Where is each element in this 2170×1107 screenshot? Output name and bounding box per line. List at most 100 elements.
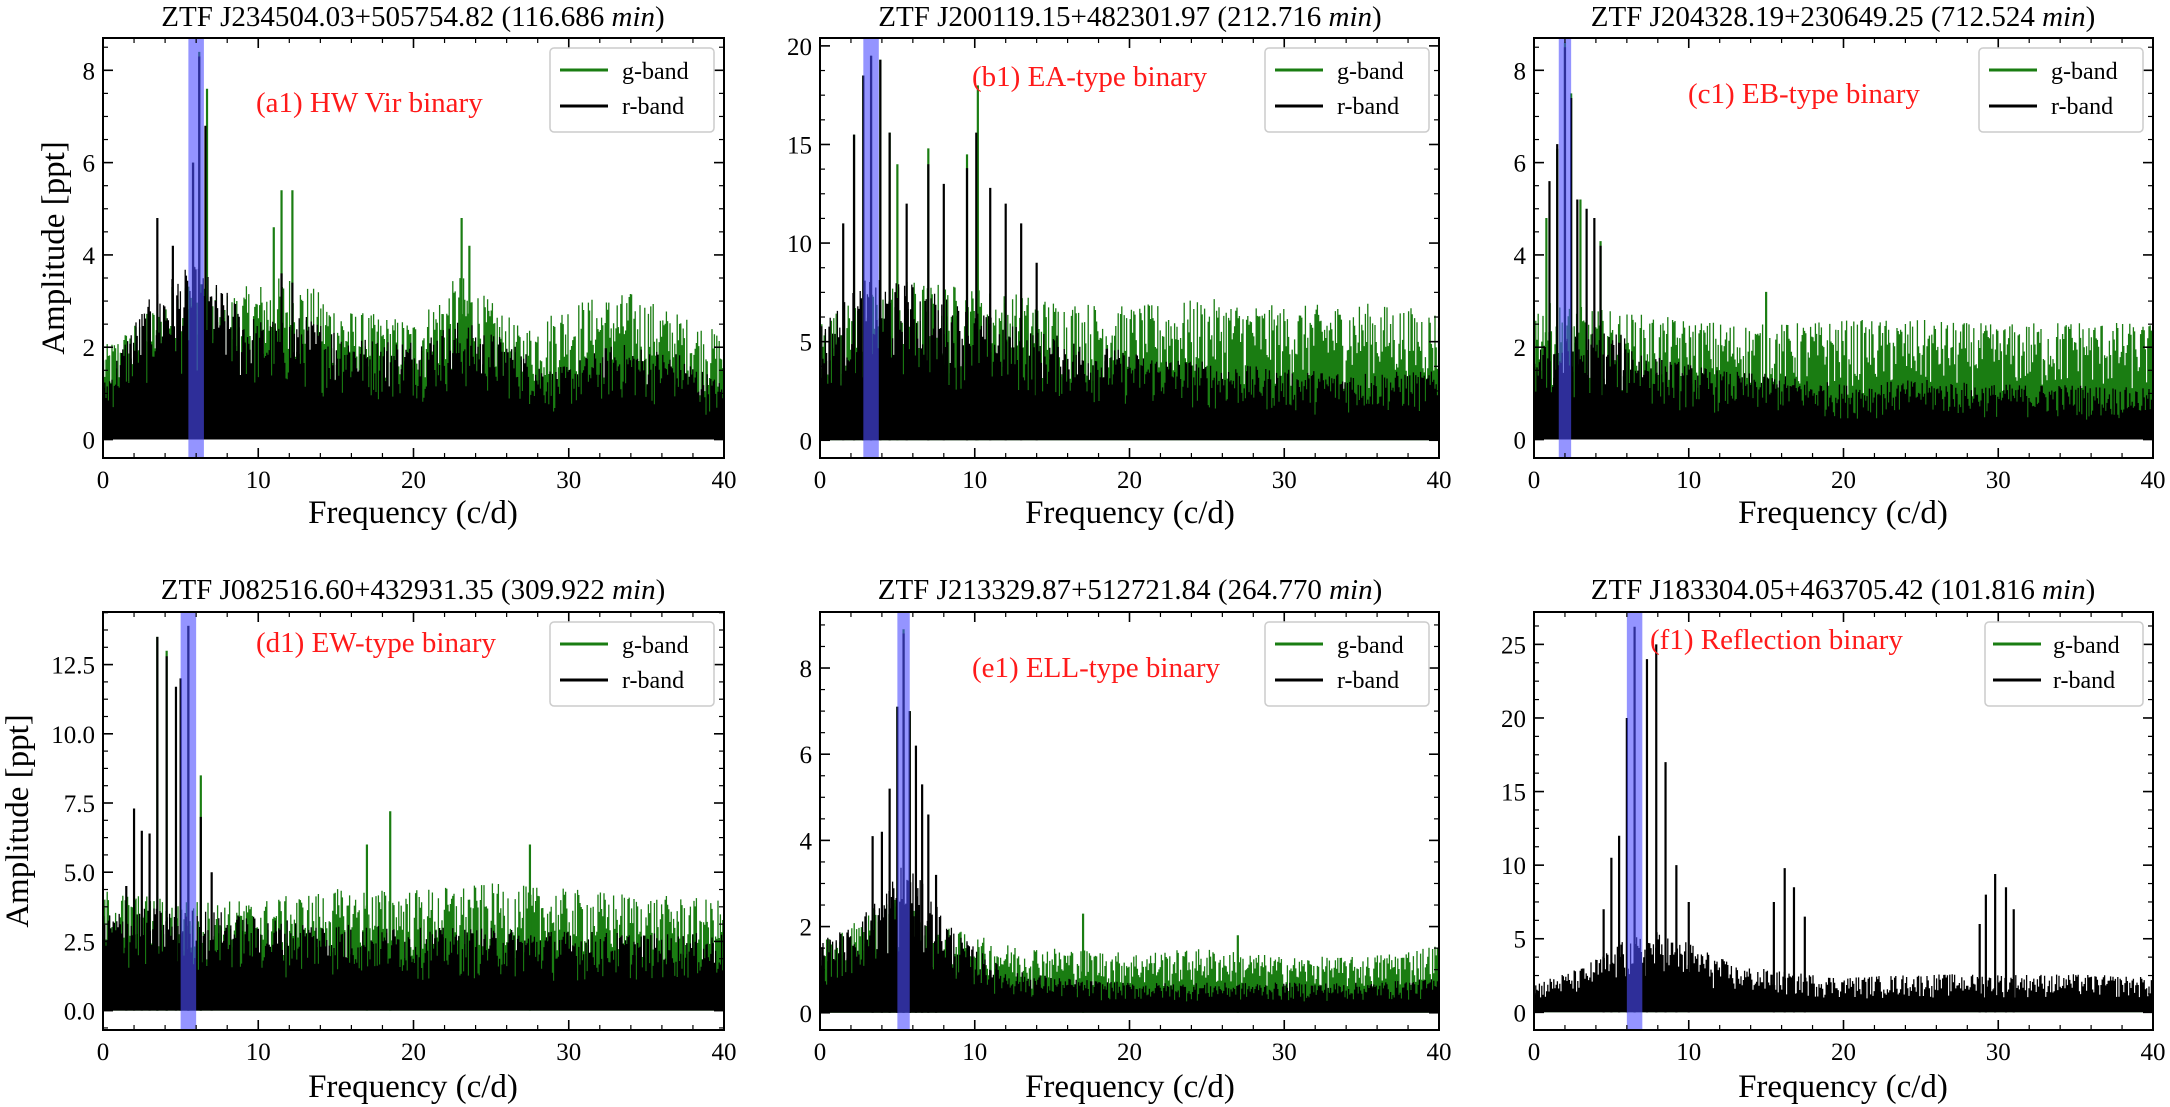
y-tick-label-d1-5: 12.5 bbox=[51, 653, 95, 680]
y-tick-label-c1-3: 6 bbox=[1514, 151, 1527, 178]
panel-a1: 0 10 20 30 40 0 2 4 6 8 ZTF J234504.03+505754.82 … bbox=[36, 1, 737, 531]
y-tick-label-c1-4: 8 bbox=[1514, 58, 1527, 85]
x-tick-label-e1-0: 0 bbox=[814, 1039, 827, 1066]
x-tick-label-b1-1: 10 bbox=[962, 467, 987, 494]
legend-e1: g-band r-band bbox=[1264, 621, 1430, 707]
x-tick-label-d1-2: 20 bbox=[401, 1039, 426, 1066]
y-tick-label-e1-2: 4 bbox=[800, 828, 813, 855]
y-tick-label-b1-0: 0 bbox=[800, 428, 813, 455]
panel-title-c1: ZTF J204328.19+230649.25 (712.524 min) bbox=[1591, 1, 2096, 33]
legend-r-label-f1: r-band bbox=[2053, 668, 2115, 694]
x-tick-label-c1-2: 20 bbox=[1831, 467, 1856, 494]
axes-ticks-d1: 0 10 20 30 40 0.0 2.5 5.0 7.5 10.0 12.5 bbox=[51, 612, 737, 1066]
y-tick-label-b1-2: 10 bbox=[787, 231, 812, 258]
x-axis-label-d1: Frequency (c/d) bbox=[308, 1069, 518, 1105]
y-tick-label-f1-1: 5 bbox=[1514, 927, 1527, 954]
annotation-d1: (d1) EW-type binary bbox=[256, 627, 496, 659]
highlight-band-a1 bbox=[188, 38, 204, 458]
x-tick-label-f1-1: 10 bbox=[1676, 1039, 1701, 1066]
highlight-band-c1 bbox=[1558, 38, 1572, 458]
y-tick-label-e1-3: 6 bbox=[800, 742, 813, 769]
panel-b1: 0 10 20 30 40 0 5 10 15 20 ZTF J200119.15+482301.… bbox=[787, 1, 1452, 531]
x-tick-label-e1-4: 40 bbox=[1427, 1039, 1452, 1066]
y-tick-label-f1-2: 10 bbox=[1501, 853, 1526, 880]
annotation-b1: (b1) EA-type binary bbox=[972, 61, 1208, 93]
x-tick-label-c1-3: 30 bbox=[1986, 467, 2011, 494]
x-tick-label-b1-0: 0 bbox=[814, 467, 827, 494]
legend-g-label-e1: g-band bbox=[1337, 633, 1404, 659]
x-axis-label-e1: Frequency (c/d) bbox=[1025, 1069, 1235, 1105]
x-axis-label-b1: Frequency (c/d) bbox=[1025, 495, 1235, 531]
y-tick-label-c1-2: 4 bbox=[1514, 243, 1527, 270]
x-tick-label-a1-4: 40 bbox=[712, 467, 737, 494]
y-tick-label-d1-2: 5.0 bbox=[64, 860, 95, 887]
legend-f1: g-band r-band bbox=[1984, 621, 2144, 707]
panel-title-e1: ZTF J213329.87+512721.84 (264.770 min) bbox=[878, 574, 1383, 606]
x-tick-label-f1-3: 30 bbox=[1986, 1039, 2011, 1066]
legend-b1: g-band r-band bbox=[1264, 47, 1430, 133]
legend-g-label-c1: g-band bbox=[2051, 59, 2118, 85]
x-tick-label-d1-0: 0 bbox=[97, 1039, 110, 1066]
x-tick-label-b1-3: 30 bbox=[1272, 467, 1297, 494]
legend-g-label-d1: g-band bbox=[622, 633, 689, 659]
legend-g-label-f1: g-band bbox=[2053, 633, 2120, 659]
legend-r-label-c1: r-band bbox=[2051, 94, 2113, 120]
legend-r-label-d1: r-band bbox=[622, 668, 684, 694]
x-axis-label-a1: Frequency (c/d) bbox=[308, 495, 518, 531]
y-axis-label-d1: Amplitude [ppt] bbox=[0, 714, 36, 928]
x-tick-label-f1-2: 20 bbox=[1831, 1039, 1856, 1066]
highlight-band-f1 bbox=[1626, 612, 1643, 1030]
y-tick-label-d1-1: 2.5 bbox=[64, 929, 95, 956]
y-tick-label-f1-5: 25 bbox=[1501, 632, 1526, 659]
x-tick-label-a1-3: 30 bbox=[556, 467, 581, 494]
axes-ticks-e1: 0 10 20 30 40 0 2 4 6 8 bbox=[800, 612, 1452, 1066]
x-tick-label-f1-0: 0 bbox=[1528, 1039, 1541, 1066]
highlight-band-b1 bbox=[863, 38, 879, 458]
y-tick-label-e1-1: 2 bbox=[800, 915, 813, 942]
y-tick-label-f1-4: 20 bbox=[1501, 706, 1526, 733]
panel-title-a1: ZTF J234504.03+505754.82 (116.686 min) bbox=[161, 1, 664, 33]
x-tick-label-c1-4: 40 bbox=[2141, 467, 2166, 494]
panel-e1: 0 10 20 30 40 0 2 4 6 8 ZTF J213329.87+512721.84 … bbox=[800, 574, 1452, 1105]
panel-d1: 0 10 20 30 40 0.0 2.5 5.0 7.5 10.0 12.5 ZTF J08251… bbox=[0, 574, 737, 1105]
y-tick-label-d1-0: 0.0 bbox=[64, 999, 95, 1026]
x-tick-label-e1-3: 30 bbox=[1272, 1039, 1297, 1066]
panel-title-f1: ZTF J183304.05+463705.42 (101.816 min) bbox=[1591, 574, 2096, 606]
series-r-band-fill-e1 bbox=[820, 867, 1439, 1013]
legend-g-label-b1: g-band bbox=[1337, 59, 1404, 85]
y-tick-label-e1-4: 8 bbox=[800, 656, 813, 683]
legend-r-label-e1: r-band bbox=[1337, 668, 1399, 694]
y-tick-label-b1-1: 5 bbox=[800, 330, 813, 357]
y-tick-label-e1-0: 0 bbox=[800, 1001, 813, 1028]
y-tick-label-d1-4: 10.0 bbox=[51, 722, 95, 749]
x-tick-label-a1-1: 10 bbox=[246, 467, 271, 494]
y-tick-label-c1-0: 0 bbox=[1514, 428, 1527, 455]
annotation-f1: (f1) Reflection binary bbox=[1650, 624, 1903, 656]
y-tick-label-c1-1: 2 bbox=[1514, 335, 1527, 362]
panel-title-b1: ZTF J200119.15+482301.97 (212.716 min) bbox=[878, 1, 1381, 33]
series-r-band-fill-b1 bbox=[820, 280, 1439, 441]
y-tick-label-b1-3: 15 bbox=[787, 132, 812, 159]
highlight-band-d1 bbox=[180, 612, 197, 1030]
y-tick-label-f1-0: 0 bbox=[1514, 1000, 1527, 1027]
y-tick-label-f1-3: 15 bbox=[1501, 780, 1526, 807]
annotation-c1: (c1) EB-type binary bbox=[1688, 78, 1920, 110]
x-tick-label-a1-0: 0 bbox=[97, 467, 110, 494]
y-axis-label-a1: Amplitude [ppt] bbox=[36, 141, 72, 355]
x-tick-label-e1-1: 10 bbox=[962, 1039, 987, 1066]
panel-f1: 0 10 20 30 40 0 5 10 15 20 25 ZTF J183304.05+46370… bbox=[1501, 574, 2166, 1105]
y-tick-label-a1-1: 2 bbox=[83, 335, 96, 362]
x-tick-label-d1-3: 30 bbox=[556, 1039, 581, 1066]
x-tick-label-f1-4: 40 bbox=[2141, 1039, 2166, 1066]
x-tick-label-d1-4: 40 bbox=[712, 1039, 737, 1066]
y-tick-label-b1-4: 20 bbox=[787, 34, 812, 61]
x-tick-label-b1-2: 20 bbox=[1117, 467, 1142, 494]
axes-ticks-c1: 0 10 20 30 40 0 2 4 6 8 bbox=[1514, 38, 2166, 494]
annotation-a1: (a1) HW Vir binary bbox=[256, 87, 483, 119]
legend-r-label-a1: r-band bbox=[622, 94, 684, 120]
legend-r-label-b1: r-band bbox=[1337, 94, 1399, 120]
x-tick-label-e1-2: 20 bbox=[1117, 1039, 1142, 1066]
y-tick-label-a1-0: 0 bbox=[83, 428, 96, 455]
x-tick-label-c1-0: 0 bbox=[1528, 467, 1541, 494]
